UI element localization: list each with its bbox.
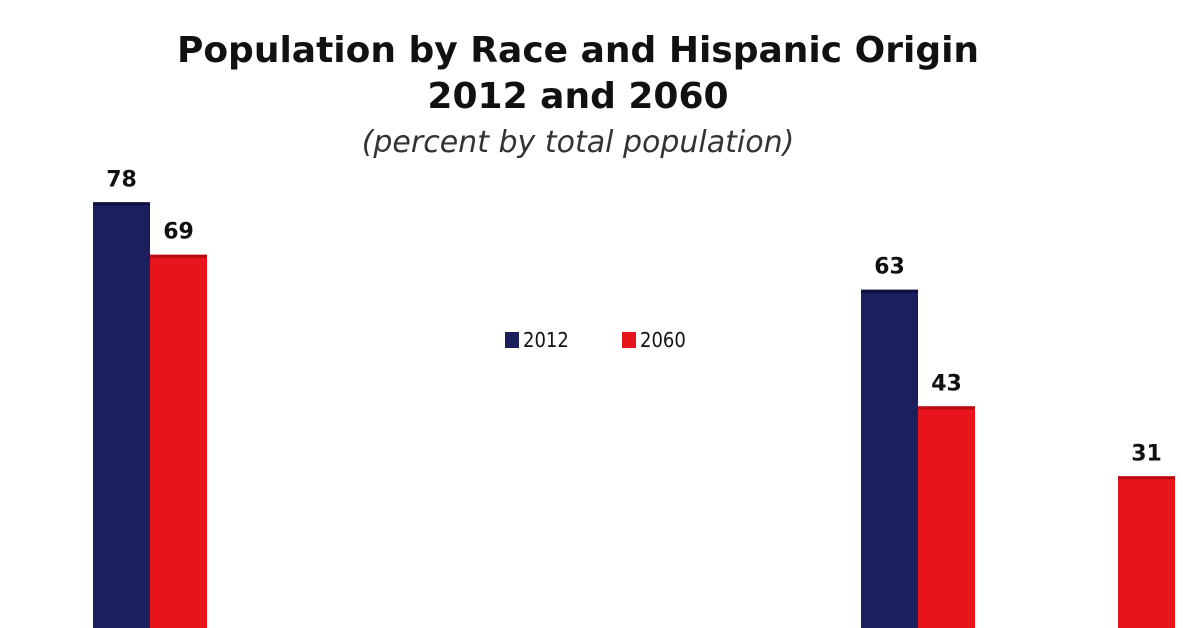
data-label-2060-0: 69	[163, 220, 194, 245]
data-label-2012-0: 78	[106, 167, 137, 192]
bar-cap-2012-0	[93, 202, 150, 206]
chart-subtitle: (percent by total population)	[362, 125, 795, 160]
bar-2060-3	[1118, 476, 1175, 628]
bar-2060-0	[150, 254, 207, 628]
legend-swatch-2060	[622, 332, 636, 348]
bar-cap-2060-2	[918, 406, 975, 410]
data-label-2012-2: 63	[874, 255, 905, 280]
data-labels-layer: 78 63 69 43 31	[106, 167, 1162, 466]
bar-2012-0	[93, 202, 150, 628]
bar-2060-2	[918, 406, 975, 628]
bar-cap-2012-2	[861, 289, 918, 293]
legend-swatch-2012	[505, 332, 519, 348]
chart-title-line-1: Population by Race and Hispanic Origin	[177, 30, 979, 71]
legend-label-2012: 2012	[523, 328, 569, 352]
data-label-2060-3: 31	[1131, 441, 1162, 466]
legend: 2012 2060	[505, 328, 686, 352]
legend-label-2060: 2060	[640, 328, 686, 352]
bars-layer	[93, 202, 1175, 628]
chart-title-line-2: 2012 and 2060	[427, 76, 728, 117]
bar-cap-2060-0	[150, 254, 207, 258]
data-label-2060-2: 43	[931, 371, 962, 396]
bar-cap-2060-3	[1118, 476, 1175, 480]
bar-2012-2	[861, 289, 918, 628]
